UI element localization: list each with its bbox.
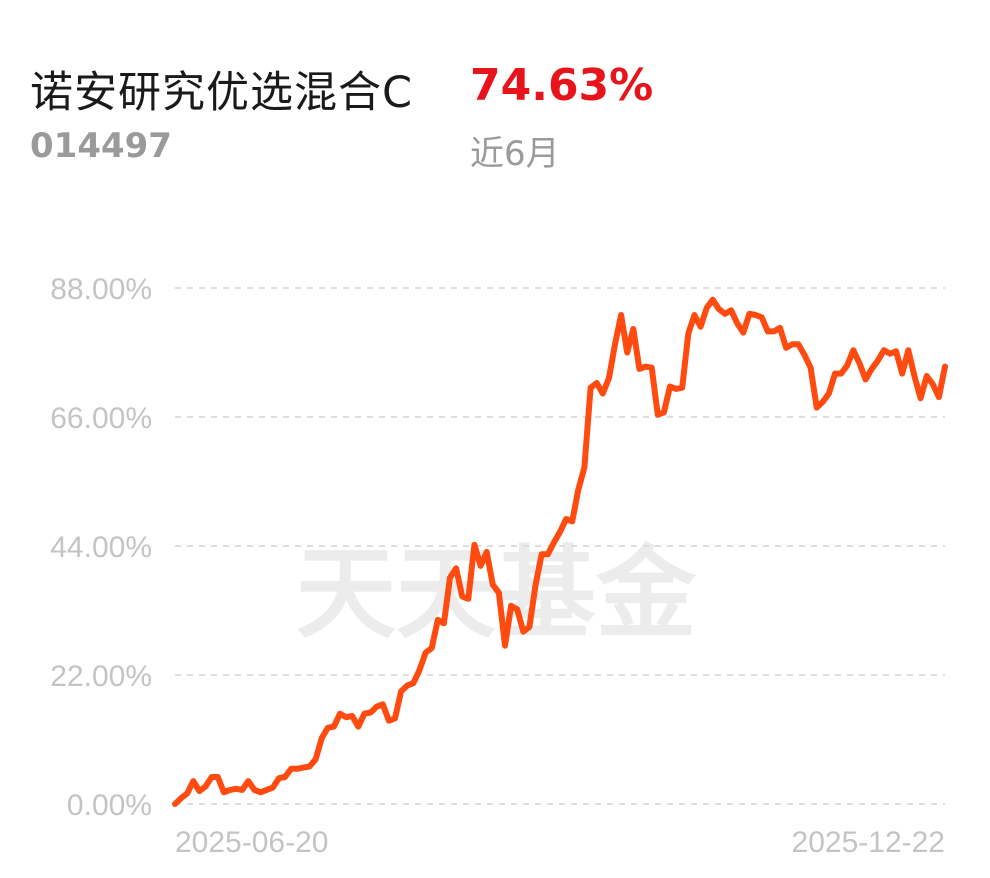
x-tick-label: 2025-12-22	[792, 826, 945, 859]
return-value: 74.63%	[470, 60, 654, 111]
y-tick-label: 66.00%	[50, 402, 152, 435]
y-axis: 0.00% 22.00% 44.00% 66.00% 88.00%	[50, 273, 152, 822]
x-axis: 2025-06-20 2025-12-22	[175, 826, 945, 859]
period-label: 近6月	[470, 134, 560, 174]
y-tick-label: 88.00%	[50, 273, 152, 306]
fund-name: 诺安研究优选混合C	[30, 68, 414, 118]
y-tick-label: 0.00%	[67, 789, 152, 822]
series-line	[172, 296, 948, 807]
y-tick-label: 22.00%	[50, 660, 152, 693]
y-tick-label: 44.00%	[50, 531, 152, 564]
grid-layer	[175, 287, 945, 805]
fund-code: 014497	[30, 126, 172, 166]
x-tick-label: 2025-06-20	[175, 826, 328, 859]
